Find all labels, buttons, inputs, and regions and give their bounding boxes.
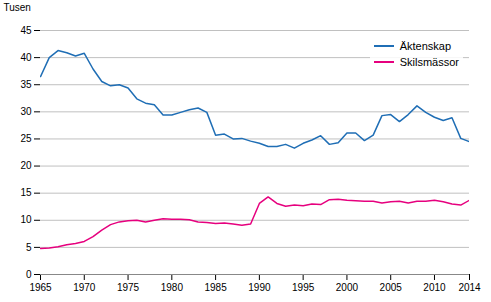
svg-text:10: 10 [20,214,32,225]
svg-text:2014: 2014 [458,282,481,293]
svg-text:1965: 1965 [29,282,52,293]
svg-text:1980: 1980 [161,282,184,293]
svg-text:1975: 1975 [117,282,140,293]
svg-text:25: 25 [20,133,32,144]
html-text:Äktenskap: Äktenskap [399,40,452,52]
svg-text:1970: 1970 [73,282,96,293]
svg-text:45: 45 [20,25,32,36]
svg-text:40: 40 [20,52,32,63]
svg-text:30: 30 [20,106,32,117]
svg-text:1995: 1995 [292,282,315,293]
svg-text:0: 0 [26,269,32,280]
svg-text:Tusen: Tusen [4,2,31,13]
svg-text:15: 15 [20,187,32,198]
svg-text:1985: 1985 [204,282,227,293]
svg-text:2000: 2000 [336,282,359,293]
svg-text:2005: 2005 [380,282,403,293]
svg-text:1990: 1990 [248,282,271,293]
html-text:Skilsmässor: Skilsmässor [399,56,459,68]
svg-text:35: 35 [20,79,32,90]
svg-text:20: 20 [20,160,32,171]
svg-text:2010: 2010 [423,282,446,293]
svg-text:5: 5 [26,242,32,253]
